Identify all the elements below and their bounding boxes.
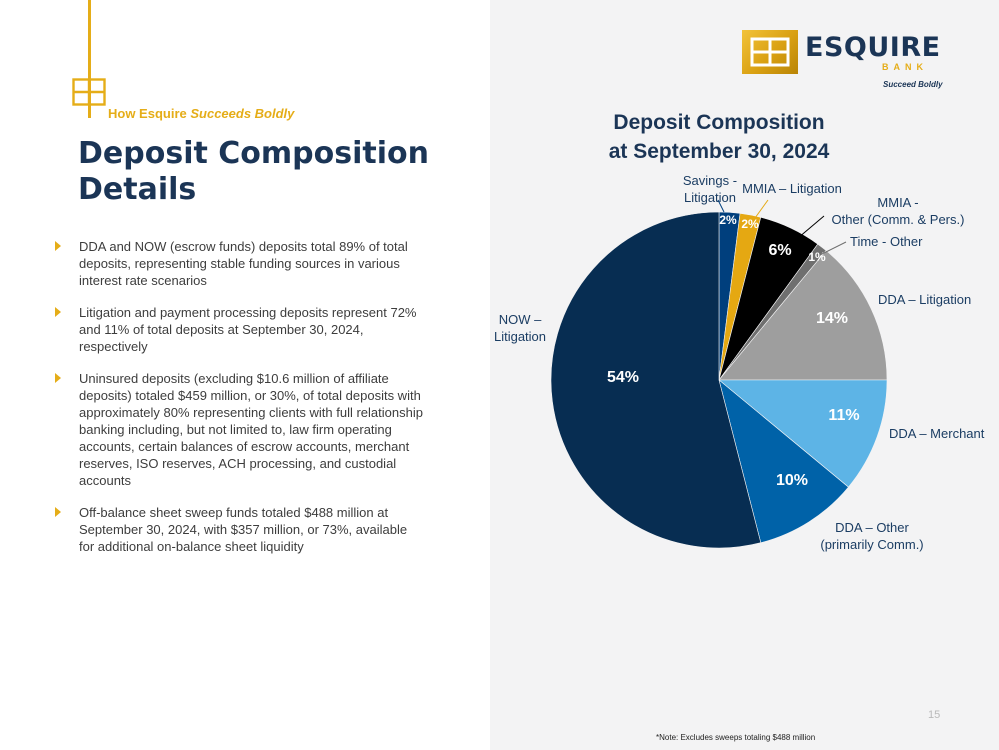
pie-slice xyxy=(718,250,888,381)
slice-percent-label: 1% xyxy=(808,250,826,264)
slice-category-label: MMIA -Other (Comm. & Pers.) xyxy=(832,195,965,227)
slice-category-label: DDA – Litigation xyxy=(878,292,971,307)
bullet-item: DDA and NOW (escrow funds) deposits tota… xyxy=(55,238,425,289)
leader-line xyxy=(797,215,825,239)
logo-name: ESQUIRE xyxy=(805,32,941,63)
bullet-item: Off-balance sheet sweep funds totaled $4… xyxy=(55,504,425,555)
slice-percent-label: 2% xyxy=(741,217,759,231)
logo-bank: BANK xyxy=(882,62,928,72)
eb-logo-icon xyxy=(750,37,790,67)
slice-category-label: Savings -Litigation xyxy=(683,173,737,205)
slice-category-label: Time - Other xyxy=(850,234,923,249)
slice-percent-label: 10% xyxy=(776,472,808,489)
leader-line xyxy=(717,199,725,213)
slice-category-label: MMIA – Litigation xyxy=(742,181,842,196)
bullet-list: DDA and NOW (escrow funds) deposits tota… xyxy=(55,238,425,570)
leader-line xyxy=(754,199,769,219)
bullet-item: Litigation and payment processing deposi… xyxy=(55,304,425,355)
slice-percent-label: 6% xyxy=(768,242,791,259)
accent-line xyxy=(88,0,91,118)
slice-percent-label: 54% xyxy=(607,369,639,386)
slice-percent-label: 2% xyxy=(719,213,737,227)
slice-percent-label: 14% xyxy=(816,310,848,327)
pie-slice xyxy=(550,211,762,549)
slice-category-label: DDA – Other (primarily Comm.) xyxy=(820,520,923,552)
leader-line xyxy=(819,241,847,256)
page-number: 15 xyxy=(928,709,941,721)
logo-mark xyxy=(742,30,798,74)
pie-chart: 2% 2% 6% 1% 14% 11% 10% 54% Savings -Litigation M… xyxy=(494,173,985,552)
footnote: *Note: Excludes sweeps totaling $488 mil… xyxy=(656,733,816,742)
bullet-item: Uninsured deposits (excluding $10.6 mill… xyxy=(55,370,425,489)
pie-slice xyxy=(718,379,888,488)
bullet-arrow-icon xyxy=(55,241,61,251)
eb-monogram-icon xyxy=(72,78,106,106)
pie-slice xyxy=(718,379,849,544)
slice-category-label: DDA – Merchant xyxy=(889,426,985,441)
bullet-arrow-icon xyxy=(55,307,61,317)
bullet-arrow-icon xyxy=(55,373,61,383)
slice-percent-label: 11% xyxy=(828,407,859,424)
page-title: Deposit Composition Details xyxy=(78,136,429,207)
bullet-arrow-icon xyxy=(55,507,61,517)
chart-title: Deposit Composition at September 30, 202… xyxy=(608,111,830,163)
logo-slogan: Succeed Boldly xyxy=(883,80,943,89)
section-tagline: How Esquire Succeeds Boldly xyxy=(108,106,295,121)
slice-category-label: NOW – Litigation xyxy=(494,312,546,344)
esquire-bank-logo: ESQUIRE BANK Succeed Boldly xyxy=(742,28,943,92)
